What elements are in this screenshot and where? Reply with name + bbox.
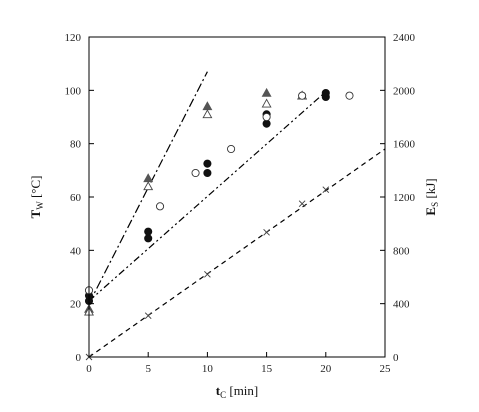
- data-point-open-triangle: [202, 109, 213, 119]
- y-right-tick-label: 0: [393, 352, 399, 364]
- data-point-filled-circle: [321, 88, 330, 98]
- data-point-open-circle: [298, 91, 307, 100]
- fit-line-dash-dot-dot: [88, 91, 327, 302]
- chart-marks: [84, 71, 386, 361]
- y-axis-left-title: TW [°C]: [28, 176, 45, 219]
- data-point-filled-triangle: [202, 101, 213, 111]
- data-point-cross: [298, 200, 306, 208]
- data-point-filled-circle: [203, 168, 212, 178]
- fit-line-dash-dot: [88, 71, 208, 304]
- data-point-cross: [322, 186, 330, 194]
- x-tick-label: 5: [145, 363, 151, 375]
- y-left-tick-label: 20: [70, 299, 82, 311]
- data-point-filled-triangle: [143, 173, 154, 183]
- y-axis-right-title: ES [kJ]: [423, 178, 440, 215]
- y-left-tick-label: 60: [70, 192, 82, 204]
- data-point-open-circle: [191, 168, 200, 178]
- y-right-tick-label: 2400: [393, 32, 416, 44]
- y-left-tick-label: 0: [76, 352, 82, 364]
- data-point-open-circle: [227, 144, 236, 154]
- data-point-filled-triangle: [261, 87, 272, 97]
- data-point-open-triangle: [143, 181, 154, 191]
- x-tick-label: 20: [320, 363, 332, 375]
- data-point-open-circle: [345, 91, 354, 100]
- x-tick-label: 10: [202, 363, 214, 375]
- data-point-open-circle: [262, 112, 271, 122]
- data-point-open-triangle: [261, 98, 272, 108]
- y-left-tick-label: 80: [70, 139, 82, 151]
- axis-ticks: 0 5 10 15 20 25020406080100120040080012001600…: [65, 32, 416, 375]
- y-right-tick-label: 2000: [393, 85, 416, 97]
- y-left-tick-label: 40: [70, 245, 82, 257]
- data-point-filled-circle: [144, 234, 153, 243]
- data-point-cross: [144, 312, 152, 320]
- x-tick-label: 25: [380, 363, 392, 375]
- x-tick-label: 0: [86, 363, 92, 375]
- data-point-cross: [263, 228, 270, 236]
- data-point-filled-circle: [262, 119, 271, 128]
- y-right-tick-label: 1600: [393, 139, 416, 151]
- data-point-open-circle: [155, 202, 165, 211]
- data-point-filled-circle: [203, 159, 212, 168]
- y-right-tick-label: 1200: [393, 192, 416, 204]
- data-point-cross: [204, 270, 211, 278]
- y-left-tick-label: 100: [65, 85, 82, 97]
- x-tick-label: 15: [261, 363, 273, 375]
- x-axis-title: tC [min]: [216, 383, 259, 400]
- y-right-tick-label: 800: [393, 245, 410, 257]
- plot-frame: [88, 36, 386, 358]
- data-point-filled-circle: [144, 227, 153, 236]
- fit-line-dashed: [88, 148, 386, 358]
- y-left-tick-label: 120: [65, 32, 82, 44]
- y-right-tick-label: 400: [393, 299, 410, 311]
